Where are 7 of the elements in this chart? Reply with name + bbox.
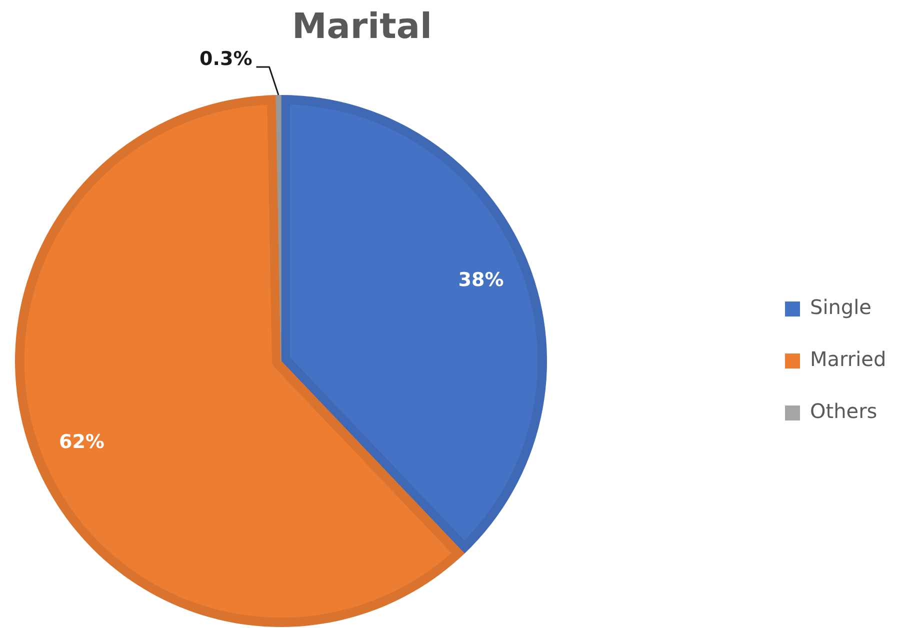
legend-label: Single [810,295,872,320]
legend-label: Married [810,347,886,372]
data-label: 0.3% [200,48,252,70]
legend-label: Others [810,399,878,424]
chart-title: Marital [292,7,432,48]
data-label: 38% [458,268,504,291]
data-label: 62% [58,430,104,453]
